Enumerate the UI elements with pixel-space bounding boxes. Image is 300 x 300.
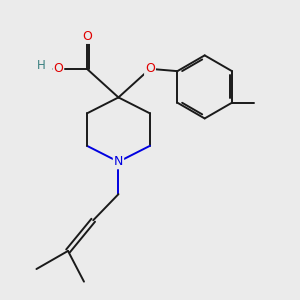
Text: H: H — [37, 59, 46, 72]
Text: N: N — [114, 155, 123, 168]
Text: O: O — [145, 62, 155, 75]
Text: O: O — [82, 30, 92, 43]
Text: O: O — [53, 62, 63, 75]
